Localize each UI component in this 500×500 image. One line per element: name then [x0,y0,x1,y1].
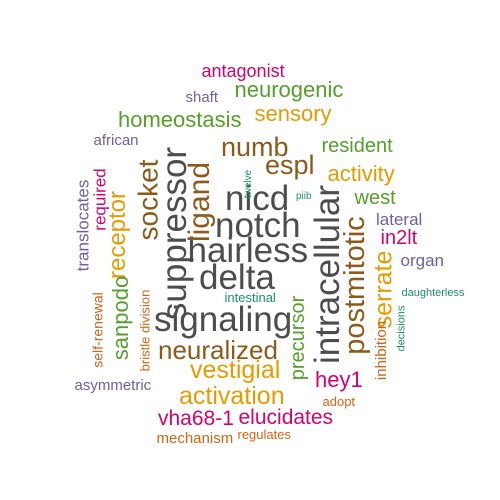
word-organ: organ [400,250,444,270]
word-twelve: twelve [243,169,255,199]
word-resident: resident [321,135,393,157]
word-delta: delta [199,257,275,297]
word-sanpodo: sanpodo [108,275,134,361]
word-daughterless: daughterless [401,286,465,299]
word-ligand: ligand [183,161,217,243]
word-numb: numb [221,131,289,162]
word-signaling: signaling [154,299,293,339]
word-intestinal: intestinal [224,289,276,305]
word-adopt: adopt [322,393,356,409]
word-elucidates: elucidates [238,405,334,429]
word-espl: espl [265,149,315,180]
word-hairless: hairless [187,230,309,270]
word-translocates: translocates [73,179,93,271]
word-hey1: hey1 [315,367,363,392]
word-in2lt: in2lt [380,227,418,249]
word-notch: notch [215,205,301,245]
word-activation: activation [179,381,285,410]
word-antagonist: antagonist [201,61,285,81]
word-lateral: lateral [376,209,423,229]
word-vha68-1: vha68-1 [158,406,234,430]
word-activity: activity [327,161,395,186]
word-nicd: nicd [225,178,290,218]
word-homeostasis: homeostasis [118,107,242,132]
word-regulates: regulates [237,426,291,442]
word-shaft: shaft [185,88,219,106]
word-vestigial: vestigial [190,355,281,384]
word-precursor: precursor [287,295,310,381]
word-piib: piib [296,191,312,202]
word-asymmetric: asymmetric [74,376,152,394]
word-receptor: receptor [104,190,132,280]
word-neurogenic: neurogenic [234,77,344,102]
word-west: west [354,187,396,209]
word-sensory: sensory [254,101,332,126]
word-postmitotic: postmitotic [338,215,371,355]
word-african: african [93,131,139,149]
word-decisions: decisions [395,305,408,351]
word-self-renewal: self-renewal [89,292,106,368]
word-mechanism: mechanism [156,429,234,447]
word-inhibition: inhibition [372,320,390,380]
word-neuralized: neuralized [158,335,278,365]
word-serrate: serrate [369,250,398,328]
word-bristle-division: bristle division [137,289,153,371]
